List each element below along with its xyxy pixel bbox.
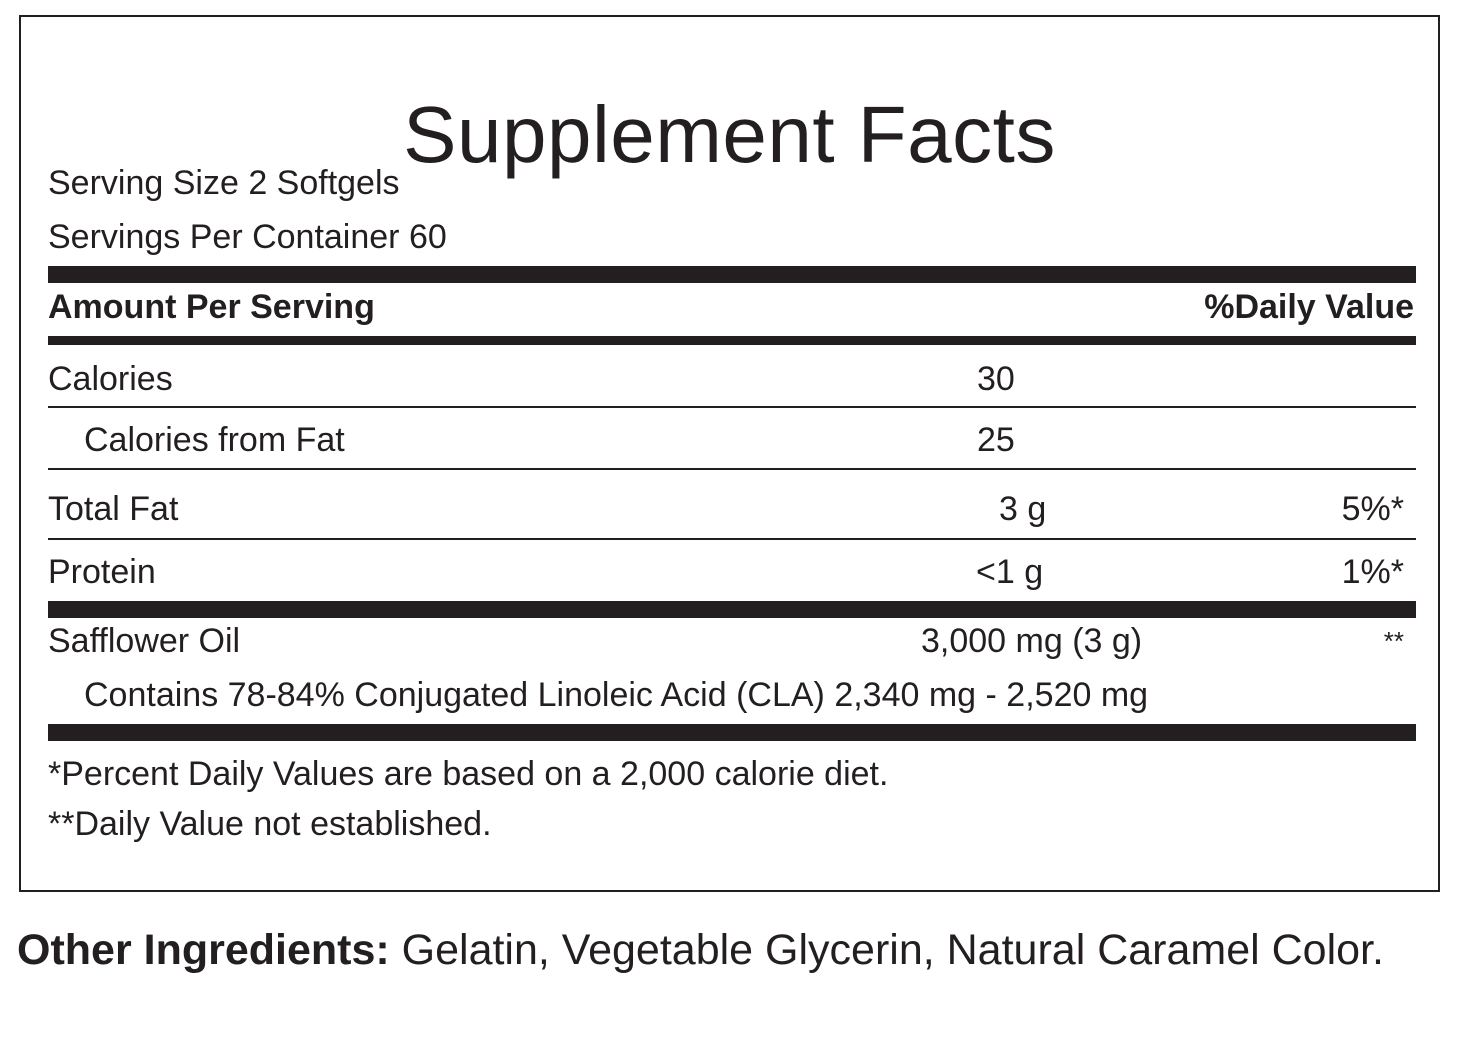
servings-per-container: Servings Per Container 60 bbox=[48, 217, 447, 257]
footnote-not-established: **Daily Value not established. bbox=[48, 805, 492, 843]
calories-from-fat-label: Calories from Fat bbox=[84, 421, 345, 459]
safflower-oil-label: Safflower Oil bbox=[48, 622, 241, 660]
supplement-facts-panel: Supplement Facts Serving Size 2 Softgels… bbox=[19, 15, 1440, 892]
thin-divider bbox=[48, 468, 1416, 470]
facts-title: Supplement Facts bbox=[403, 90, 1056, 179]
footnote-daily-values: *Percent Daily Values are based on a 2,0… bbox=[48, 755, 889, 793]
thick-divider bbox=[48, 601, 1416, 618]
servings-per-container-value: 60 bbox=[408, 218, 447, 256]
total-fat-amount: 3 g bbox=[999, 490, 1047, 528]
protein-dv: 1%* bbox=[1341, 553, 1404, 591]
protein-label: Protein bbox=[48, 553, 156, 591]
safflower-oil-amount: 3,000 mg (3 g) bbox=[921, 622, 1143, 660]
thin-divider bbox=[48, 406, 1416, 408]
total-fat-label: Total Fat bbox=[48, 490, 179, 528]
amount-per-serving-header: Amount Per Serving bbox=[48, 288, 375, 326]
servings-per-container-label: Servings Per Container bbox=[48, 218, 400, 256]
protein-amount: <1 g bbox=[976, 553, 1044, 591]
thin-divider bbox=[48, 538, 1416, 540]
serving-size: Serving Size 2 Softgels bbox=[48, 164, 400, 202]
calories-label: Calories bbox=[48, 360, 173, 398]
calories-from-fat-amount: 25 bbox=[977, 421, 1015, 459]
total-fat-dv: 5%* bbox=[1341, 490, 1404, 528]
calories-amount: 30 bbox=[977, 360, 1015, 398]
cla-content: Contains 78-84% Conjugated Linoleic Acid… bbox=[84, 676, 1149, 714]
medium-divider bbox=[48, 336, 1416, 345]
daily-value-header: %Daily Value bbox=[1204, 288, 1414, 326]
other-ingredients-label: Other Ingredients: bbox=[17, 926, 390, 974]
thick-divider bbox=[48, 266, 1416, 283]
thick-divider bbox=[48, 724, 1416, 741]
safflower-oil-dv: ** bbox=[1383, 626, 1404, 656]
other-ingredients-text: Gelatin, Vegetable Glycerin, Natural Car… bbox=[389, 926, 1384, 974]
other-ingredients: Other Ingredients: Gelatin, Vegetable Gl… bbox=[17, 916, 1447, 984]
